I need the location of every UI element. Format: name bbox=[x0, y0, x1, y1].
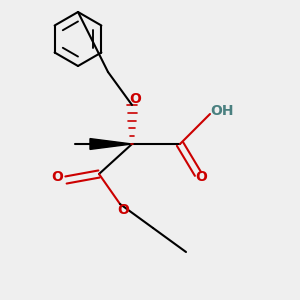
Text: OH: OH bbox=[210, 104, 234, 118]
Text: O: O bbox=[51, 170, 63, 184]
Text: O: O bbox=[195, 170, 207, 184]
Text: O: O bbox=[117, 203, 129, 217]
Polygon shape bbox=[90, 139, 132, 149]
Text: O: O bbox=[129, 92, 141, 106]
